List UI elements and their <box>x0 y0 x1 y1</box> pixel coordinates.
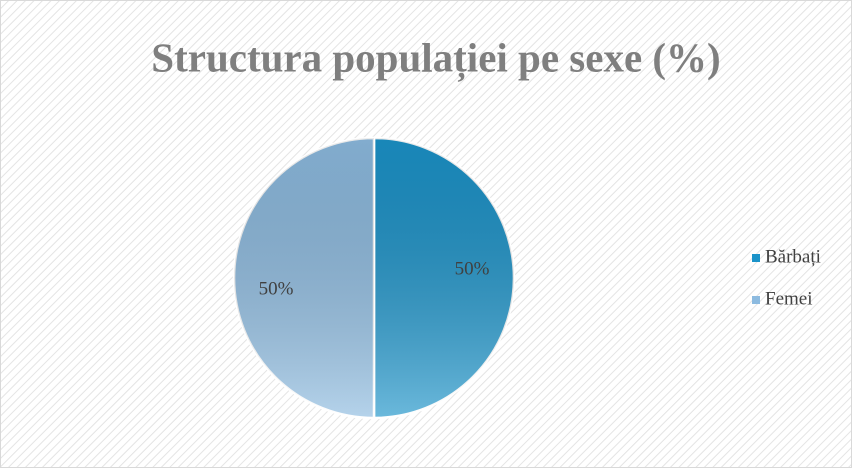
data-label: 50% <box>455 258 490 279</box>
chart-title: Structura populației pe sexe (%) <box>151 34 720 81</box>
legend-swatch <box>752 254 760 262</box>
legend-label: Bărbați <box>765 246 821 267</box>
legend-swatch <box>752 296 760 304</box>
slice-shade <box>234 138 374 418</box>
slice-shade <box>374 138 514 418</box>
legend-label: Femei <box>765 288 813 309</box>
data-label: 50% <box>259 278 294 299</box>
